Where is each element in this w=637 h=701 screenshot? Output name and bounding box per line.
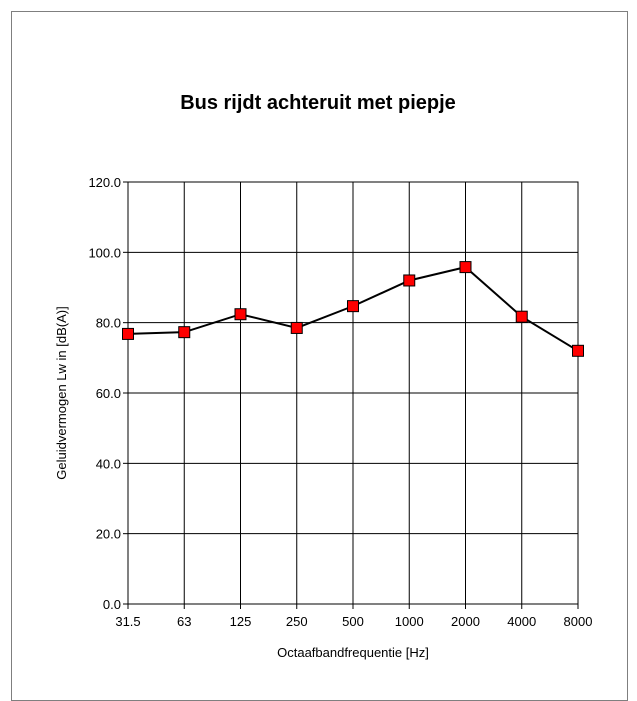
data-point xyxy=(347,300,359,313)
data-point xyxy=(178,326,191,339)
grid xyxy=(127,181,579,605)
x-axis-label: Octaafbandfrequentie [Hz] xyxy=(277,645,429,660)
data-point xyxy=(572,344,584,357)
chart-frame xyxy=(11,11,628,701)
y-tick-label: 40.0 xyxy=(96,456,121,471)
y-axis-ticks: 0.0 20.0 40.0 60.0 80.0 100.0 120.0 xyxy=(88,175,128,612)
x-tick-label: 2000 xyxy=(451,614,480,629)
y-tick-label: 80.0 xyxy=(96,316,121,331)
chart-title: Bus rijdt achteruit met piepje xyxy=(180,92,456,114)
data-point xyxy=(459,261,472,274)
x-tick-label: 4000 xyxy=(507,614,536,629)
data-point xyxy=(403,274,416,287)
x-axis-ticks: 31.5 63 125 250 500 1000 2000 4000 8000 xyxy=(115,604,592,629)
y-tick-label: 100.0 xyxy=(88,245,121,260)
y-axis-label: Geluidvermogen Lw in [dB(A)] xyxy=(54,306,69,479)
x-tick-label: 125 xyxy=(230,614,252,629)
x-tick-label: 250 xyxy=(286,614,308,629)
y-tick-label: 20.0 xyxy=(96,527,121,542)
y-tick-label: 60.0 xyxy=(96,386,121,401)
data-point xyxy=(515,310,528,323)
series xyxy=(122,261,584,357)
x-tick-label: 8000 xyxy=(564,614,593,629)
x-tick-label: 31.5 xyxy=(115,614,140,629)
x-tick-label: 500 xyxy=(342,614,364,629)
x-tick-label: 63 xyxy=(177,614,191,629)
data-point xyxy=(290,321,303,334)
data-point xyxy=(234,308,247,321)
data-point xyxy=(122,327,134,340)
y-tick-label: 120.0 xyxy=(88,175,121,190)
x-tick-label: 1000 xyxy=(395,614,424,629)
y-tick-label: 0.0 xyxy=(103,597,121,612)
